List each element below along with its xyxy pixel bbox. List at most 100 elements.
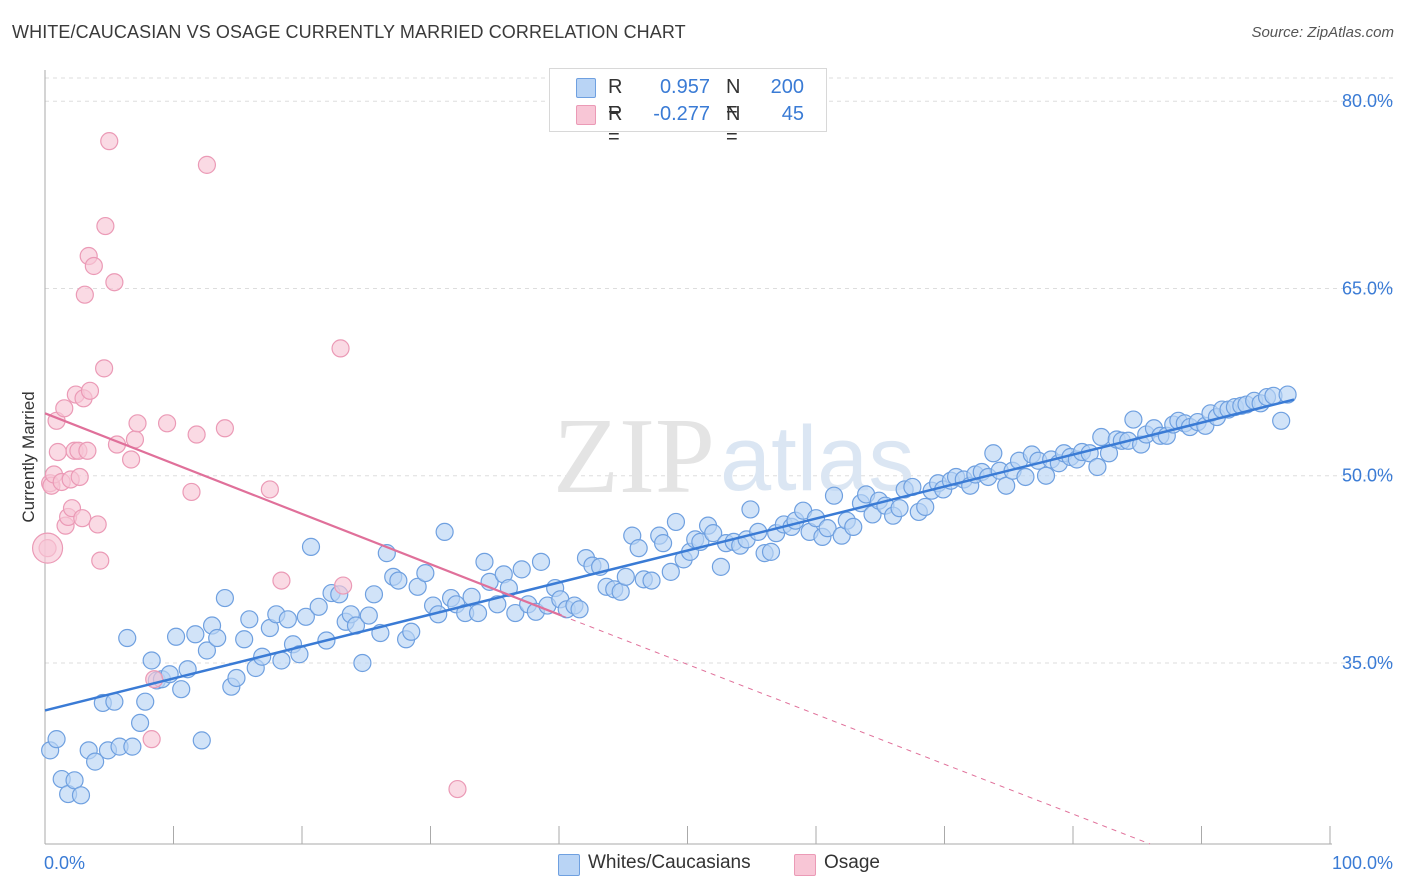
data-point bbox=[166, 627, 186, 646]
data-point bbox=[65, 771, 84, 790]
data-point bbox=[88, 515, 107, 534]
data-point bbox=[86, 752, 105, 771]
data-point bbox=[531, 552, 551, 571]
data-point bbox=[215, 419, 234, 438]
data-point bbox=[240, 610, 259, 629]
data-point bbox=[512, 560, 531, 579]
data-point bbox=[1036, 466, 1056, 485]
data-point bbox=[309, 597, 328, 616]
data-point bbox=[197, 155, 217, 174]
legend-swatch-blue bbox=[576, 78, 596, 98]
series-whites-caucasians bbox=[41, 385, 1297, 805]
data-point bbox=[364, 585, 384, 604]
data-point bbox=[353, 653, 372, 673]
x-tick-labels: 0.0% 100.0% bbox=[44, 853, 1393, 873]
data-point bbox=[997, 476, 1016, 495]
legend-r-value: -0.277 bbox=[653, 103, 710, 125]
data-point bbox=[96, 216, 115, 236]
data-point bbox=[570, 600, 589, 619]
data-point bbox=[435, 522, 454, 542]
y-tick-label: 35.0% bbox=[1342, 653, 1393, 673]
data-point bbox=[416, 563, 435, 583]
data-point bbox=[468, 603, 488, 623]
data-point bbox=[711, 557, 731, 576]
data-point bbox=[334, 576, 353, 595]
y-tick-labels: 35.0% 50.0% 65.0% 80.0% bbox=[1342, 91, 1393, 673]
x-tick-label: 100.0% bbox=[1332, 853, 1393, 873]
legend-n-label: N = bbox=[726, 76, 741, 121]
data-point bbox=[192, 731, 211, 750]
data-point bbox=[235, 630, 254, 649]
data-point bbox=[272, 571, 291, 590]
data-point bbox=[1092, 427, 1111, 447]
data-point bbox=[197, 641, 217, 660]
legend-n-label: N = bbox=[726, 103, 741, 148]
data-point bbox=[818, 519, 837, 538]
data-point bbox=[296, 607, 315, 626]
source-label: Source: ZipAtlas.com bbox=[1251, 24, 1394, 41]
data-point bbox=[80, 381, 100, 400]
legend-swatch-pink bbox=[576, 105, 596, 125]
data-point bbox=[182, 482, 201, 502]
data-point bbox=[100, 132, 119, 151]
data-point bbox=[741, 500, 760, 519]
data-point bbox=[123, 737, 142, 756]
data-point bbox=[105, 273, 124, 292]
data-point bbox=[142, 730, 161, 749]
data-point bbox=[448, 779, 467, 799]
axes bbox=[44, 70, 1332, 845]
data-point bbox=[75, 285, 94, 304]
data-point bbox=[301, 537, 321, 556]
data-point bbox=[142, 651, 161, 670]
legend-n-value: 200 bbox=[770, 76, 804, 98]
correlation-legend: R = 0.957 N = 200 R = -0.277 N = 45 bbox=[549, 68, 827, 148]
data-point bbox=[208, 628, 227, 648]
data-point bbox=[130, 713, 150, 733]
data-point bbox=[186, 625, 205, 644]
data-point bbox=[389, 571, 408, 590]
data-point bbox=[653, 534, 673, 553]
bottom-legend-label: Osage bbox=[824, 852, 880, 873]
data-point bbox=[824, 486, 844, 505]
data-point bbox=[402, 622, 421, 641]
data-point bbox=[331, 339, 350, 358]
data-point bbox=[1124, 410, 1143, 429]
bottom-legend-label: Whites/Caucasians bbox=[588, 852, 751, 873]
data-point bbox=[272, 651, 291, 670]
data-point bbox=[984, 444, 1003, 463]
watermark-zip: ZIP bbox=[553, 397, 715, 516]
data-point-large bbox=[31, 532, 64, 564]
x-tick-label: 0.0% bbox=[44, 853, 85, 873]
data-point bbox=[642, 571, 661, 590]
data-point bbox=[157, 414, 177, 433]
data-point bbox=[215, 588, 234, 608]
data-point bbox=[55, 399, 74, 418]
data-point bbox=[761, 542, 781, 561]
data-point bbox=[187, 425, 206, 444]
data-point bbox=[70, 467, 89, 487]
data-point bbox=[408, 577, 427, 596]
data-point bbox=[227, 668, 246, 688]
data-point bbox=[704, 524, 723, 543]
legend-r-label: R = bbox=[608, 103, 623, 148]
data-point bbox=[1088, 457, 1107, 477]
data-point bbox=[890, 499, 909, 518]
data-point bbox=[629, 539, 648, 558]
legend-n-value: 45 bbox=[781, 103, 804, 125]
y-axis-label: Currently Married bbox=[19, 391, 38, 522]
trend-line-osage-extension bbox=[561, 615, 1151, 845]
data-point bbox=[84, 256, 103, 276]
legend-r-label: R = bbox=[608, 76, 623, 121]
chart-title: WHITE/CAUCASIAN VS OSAGE CURRENTLY MARRI… bbox=[12, 22, 686, 42]
data-point bbox=[128, 414, 147, 433]
data-point bbox=[73, 509, 92, 528]
trend-lines bbox=[44, 398, 1295, 845]
data-point bbox=[91, 551, 110, 570]
data-point bbox=[475, 552, 494, 571]
data-point bbox=[916, 497, 935, 517]
data-point bbox=[844, 517, 863, 537]
bottom-legend-swatch-blue bbox=[558, 854, 580, 876]
data-point bbox=[278, 610, 297, 629]
data-point bbox=[290, 645, 309, 664]
